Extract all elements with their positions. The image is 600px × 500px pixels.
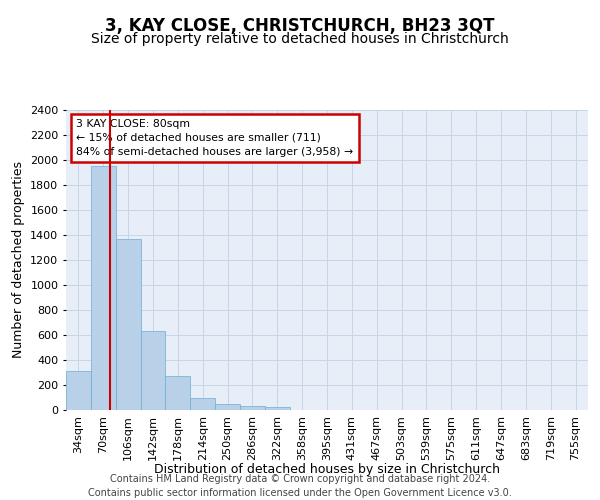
Y-axis label: Number of detached properties: Number of detached properties [11,162,25,358]
X-axis label: Distribution of detached houses by size in Christchurch: Distribution of detached houses by size … [154,462,500,475]
Text: 3 KAY CLOSE: 80sqm
← 15% of detached houses are smaller (711)
84% of semi-detach: 3 KAY CLOSE: 80sqm ← 15% of detached hou… [76,119,353,157]
Text: Contains HM Land Registry data © Crown copyright and database right 2024.
Contai: Contains HM Land Registry data © Crown c… [88,474,512,498]
Text: Size of property relative to detached houses in Christchurch: Size of property relative to detached ho… [91,32,509,46]
Bar [190,398,215,410]
Bar [140,331,166,410]
Bar [215,404,240,410]
Bar [66,370,91,410]
Bar [116,240,140,410]
Bar [240,406,265,410]
Text: 3, KAY CLOSE, CHRISTCHURCH, BH23 3QT: 3, KAY CLOSE, CHRISTCHURCH, BH23 3QT [105,18,495,36]
Bar [91,166,116,410]
Bar [265,407,290,410]
Bar [166,376,190,410]
